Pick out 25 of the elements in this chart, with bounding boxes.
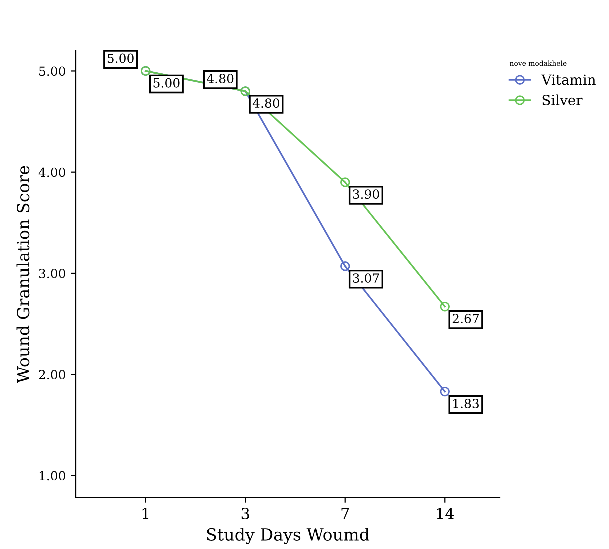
legend-label: Silver	[542, 94, 583, 106]
data-label: 4.80	[252, 98, 280, 108]
y-tick-label: 1.00	[40, 471, 66, 481]
data-label: 4.80	[207, 74, 234, 84]
x-tick-label: 1	[142, 508, 149, 520]
data-label: 5.00	[154, 78, 180, 88]
x-tick-label: 7	[342, 508, 350, 520]
data-label: 1.83	[454, 398, 479, 408]
x-tick-label: 3	[242, 508, 250, 520]
x-axis-title: Study Days Woumd	[207, 528, 370, 544]
point	[440, 386, 450, 397]
y-tick-label: 5.00	[40, 66, 66, 76]
point	[440, 302, 450, 312]
x-tick-label: 14	[437, 508, 454, 520]
y-tick-label: 3.00	[39, 268, 66, 278]
data-label: 3.90	[353, 190, 380, 200]
y-axis-title: Wound Granulation Score	[16, 166, 30, 384]
point	[340, 262, 350, 272]
point	[340, 178, 350, 188]
data-label: 3.07	[353, 274, 380, 284]
y-tick-label: 4.00	[38, 168, 66, 178]
y-tick-label: 2.00	[39, 370, 66, 380]
data-label: 5.00	[108, 54, 134, 64]
data-label: 2.67	[452, 314, 479, 324]
legend-label: Vitamin	[542, 74, 596, 86]
